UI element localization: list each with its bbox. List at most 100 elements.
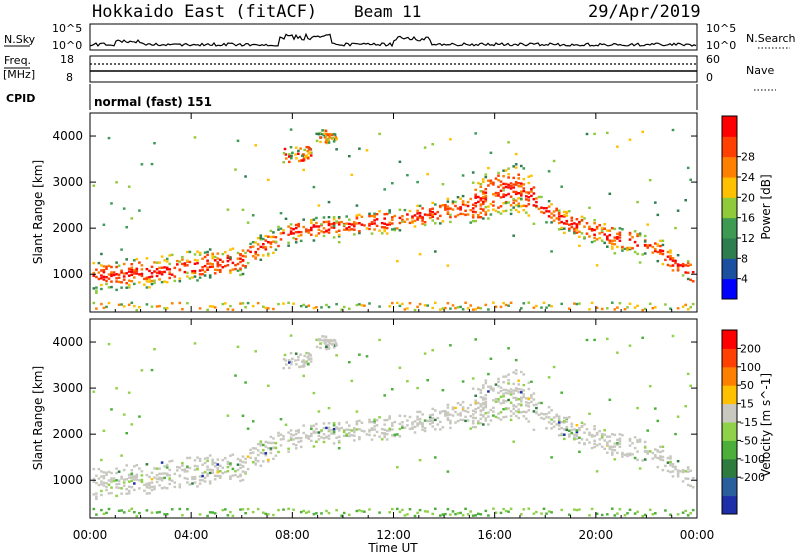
power-cell [269, 242, 273, 245]
velocity-cell [547, 376, 551, 379]
velocity-cell [527, 387, 531, 391]
power-cell [326, 137, 330, 141]
velocity-cell [469, 510, 472, 513]
velocity-cell [446, 403, 450, 407]
power-cell [686, 308, 690, 311]
velocity-cell [608, 445, 612, 448]
power-cell [168, 268, 171, 271]
velocity-cell [669, 470, 672, 474]
velocity-cell [547, 411, 551, 414]
power-cell [636, 200, 639, 204]
velocity-cell [532, 512, 536, 515]
power-cell [428, 213, 432, 217]
power-cell [398, 229, 402, 232]
power-cell [130, 266, 134, 269]
velocity-cell [335, 509, 338, 512]
velocity-cell [550, 409, 553, 412]
power-cell [107, 301, 111, 305]
power-cell [525, 204, 528, 208]
power-cell [585, 222, 589, 225]
velocity-cell [401, 426, 404, 429]
velocity-cell [307, 510, 311, 513]
velocity-cell [373, 421, 376, 425]
velocity-cell [234, 374, 237, 377]
velocity-cell [542, 507, 546, 510]
velocity-cell [482, 386, 485, 390]
velocity-cell [621, 434, 624, 437]
colorbar-swatch [722, 440, 737, 460]
power-cell [219, 268, 222, 272]
power-cell [418, 204, 422, 208]
power-cell [616, 145, 619, 148]
power-cell [145, 276, 149, 279]
power-cell [145, 303, 149, 306]
velocity-cell [423, 429, 427, 433]
power-cell [133, 272, 136, 275]
velocity-cell [294, 352, 298, 355]
power-cell [454, 204, 457, 208]
velocity-cell [499, 418, 503, 421]
velocity-cell [274, 442, 278, 445]
power-cell [611, 301, 614, 304]
power-cell [527, 196, 531, 199]
power-cell [674, 259, 677, 262]
power-cell [550, 203, 553, 206]
velocity-cell [165, 513, 169, 516]
velocity-cell [262, 452, 265, 455]
power-cell [358, 147, 361, 150]
velocity-cell [239, 508, 242, 511]
power-cell [378, 132, 381, 136]
power-cell [385, 223, 389, 226]
velocity-cell [686, 514, 690, 517]
power-cell [358, 230, 361, 233]
velocity-cell [428, 419, 432, 423]
velocity-cell [552, 420, 556, 423]
power-cell [664, 258, 667, 262]
power-cell [373, 222, 376, 225]
velocity-cell [239, 463, 242, 466]
power-cell [254, 256, 257, 259]
power-cell [590, 227, 594, 231]
power-cell [254, 241, 257, 244]
power-cell [332, 224, 336, 228]
power-cell [127, 267, 131, 270]
power-cell [236, 262, 240, 266]
power-cell [552, 159, 556, 163]
velocity-cell [484, 412, 488, 415]
power-cell [198, 276, 202, 279]
power-cell [398, 221, 402, 225]
velocity-cell [292, 442, 295, 446]
noise-right-tick-bottom: 10^0 [706, 39, 736, 52]
velocity-cell [669, 457, 672, 460]
power-cell [522, 183, 526, 186]
velocity-cell [348, 513, 351, 516]
velocity-cell [401, 424, 404, 427]
velocity-cell [659, 456, 662, 460]
velocity-cell [143, 489, 146, 492]
power-cell [585, 232, 589, 235]
velocity-cell [585, 438, 589, 441]
power-cell [434, 203, 437, 206]
velocity-cell [464, 415, 467, 418]
velocity-cell [517, 383, 520, 386]
power-cell [188, 277, 192, 280]
power-cell [560, 226, 563, 230]
velocity-cell [441, 426, 445, 429]
velocity-cell [127, 492, 131, 495]
velocity-cell [547, 510, 551, 513]
power-cell [418, 214, 422, 218]
power-cell [130, 217, 134, 220]
velocity-cell [611, 507, 614, 510]
velocity-cell [502, 399, 505, 402]
power-cell [97, 261, 101, 265]
power-cell [454, 307, 457, 310]
power-cell [315, 306, 318, 309]
velocity-cell [530, 396, 533, 399]
velocity-cell [153, 476, 156, 479]
velocity-cell [259, 442, 263, 446]
power-cell [322, 227, 326, 230]
velocity-cell [520, 396, 523, 399]
power-cell [494, 305, 498, 308]
power-cell [127, 283, 131, 287]
power-cell [133, 269, 136, 272]
